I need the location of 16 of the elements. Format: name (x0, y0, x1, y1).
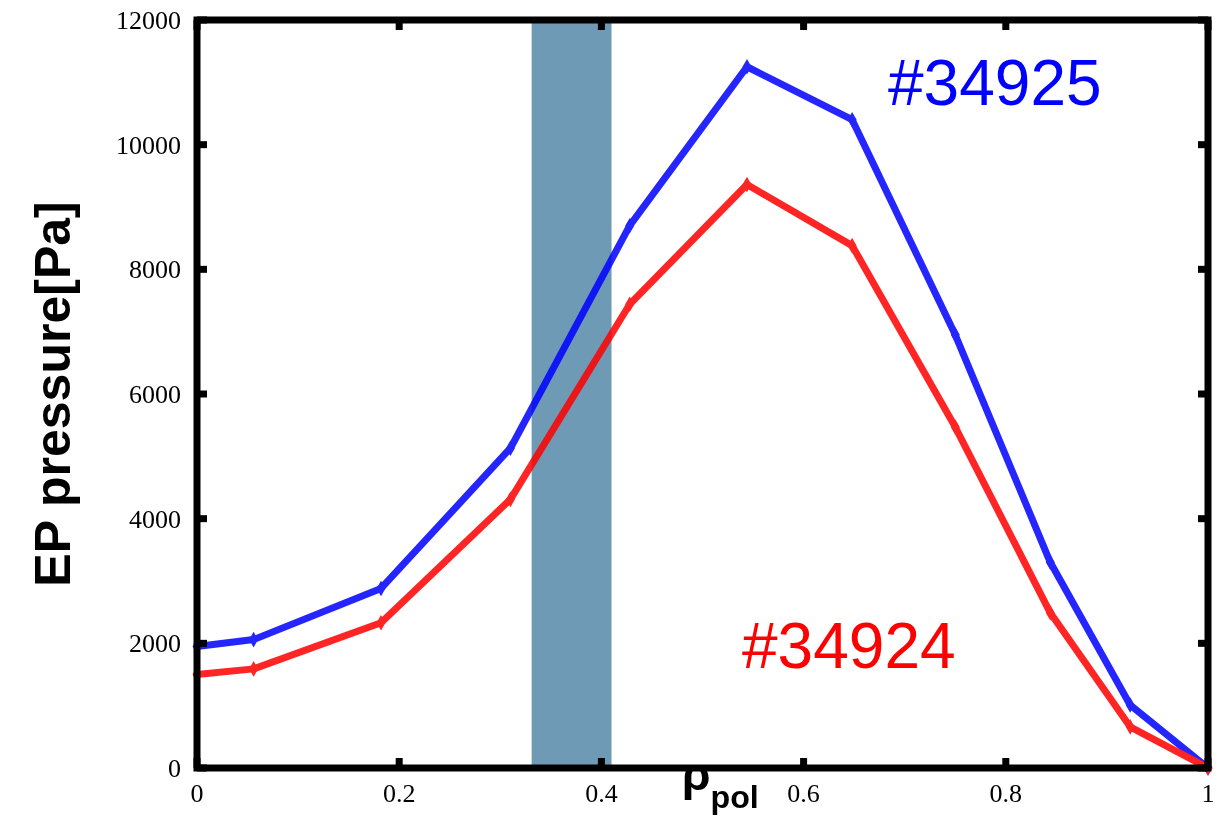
y-tick-label: 10000 (116, 130, 181, 160)
y-tick-label: 0 (168, 754, 181, 783)
series-label: #34925 (888, 47, 1102, 119)
x-tick-label: 0.6 (787, 779, 820, 808)
y-tick-label: 8000 (129, 255, 181, 285)
y-tick-label: 4000 (129, 504, 181, 534)
x-tick-label: 0.8 (989, 779, 1023, 808)
y-tick-label: 12000 (116, 6, 181, 35)
x-tick-label: 0.2 (382, 779, 416, 808)
y-tick-label: 2000 (129, 629, 181, 659)
x-tick-label: 1 (1201, 779, 1215, 808)
y-tick-label: 6000 (129, 380, 181, 409)
x-tick-label: 0 (190, 779, 204, 808)
series-label: #34924 (742, 610, 956, 682)
y-axis-title: EP pressure[Pa] (25, 201, 81, 587)
x-tick-label: 0.4 (585, 779, 618, 808)
